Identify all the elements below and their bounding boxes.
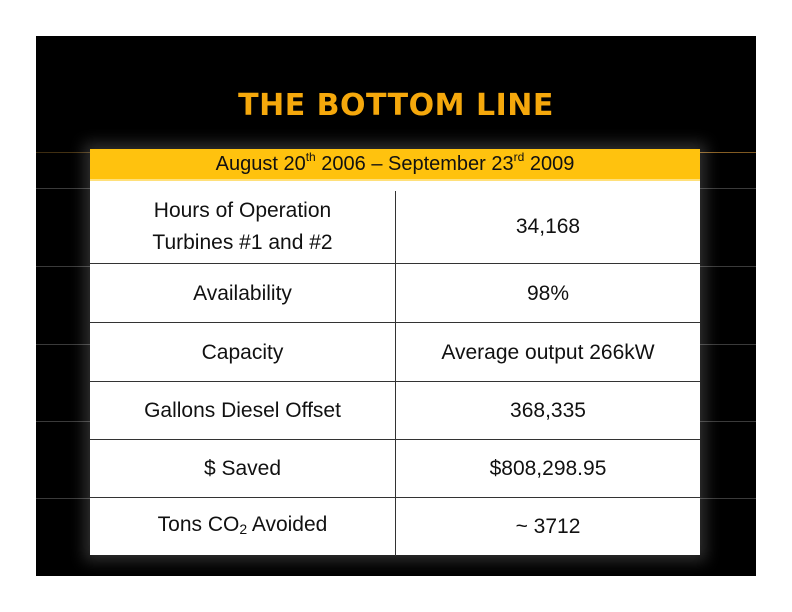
date-range-end-ordinal: rd	[513, 150, 525, 165]
table-row: Tons CO2 Avoided ~ 3712	[90, 497, 700, 556]
row-value: $808,298.95	[489, 457, 607, 480]
row-label: Hours of Operation Turbines #1 and #2	[90, 191, 396, 263]
table-row: Availability 98%	[90, 263, 700, 323]
row-value: Average output 266kW	[441, 340, 655, 364]
row-label: Tons CO2 Avoided	[90, 498, 396, 556]
row-label: Gallons Diesel Offset	[90, 382, 396, 440]
slide: THE BOTTOM LINE August 20th 2006 – Septe…	[36, 36, 756, 576]
slide-title: THE BOTTOM LINE	[238, 88, 554, 123]
table-row: $ Saved $808,298.95	[90, 439, 700, 498]
row-value: 368,335	[510, 399, 586, 422]
row-label: Availability	[90, 264, 396, 323]
row-label-line2: Turbines #1 and #2	[152, 231, 333, 254]
date-range-header: August 20th 2006 – September 23rd 2009	[90, 149, 700, 181]
date-range-start: August 20	[215, 153, 306, 175]
row-value: ~ 3712	[515, 515, 581, 538]
row-value: 98%	[526, 281, 570, 305]
date-range-start-ordinal: th	[305, 150, 316, 165]
table-row: Gallons Diesel Offset 368,335	[90, 381, 700, 440]
row-label: Capacity	[90, 323, 396, 382]
date-range-middle: 2006 – September 23	[315, 153, 514, 175]
summary-table: August 20th 2006 – September 23rd 2009 H…	[90, 149, 700, 556]
row-value: 34,168	[515, 215, 581, 238]
table-row: Hours of Operation Turbines #1 and #2 34,…	[90, 191, 700, 263]
row-label-suffix: Avoided	[247, 513, 328, 536]
row-label-prefix: Tons CO	[157, 513, 240, 536]
date-range-end-year: 2009	[524, 153, 575, 175]
table-row: Capacity Average output 266kW	[90, 322, 700, 382]
row-label: $ Saved	[90, 440, 396, 498]
row-label-subscript: 2	[239, 521, 248, 537]
row-label-line1: Hours of Operation	[153, 199, 332, 222]
